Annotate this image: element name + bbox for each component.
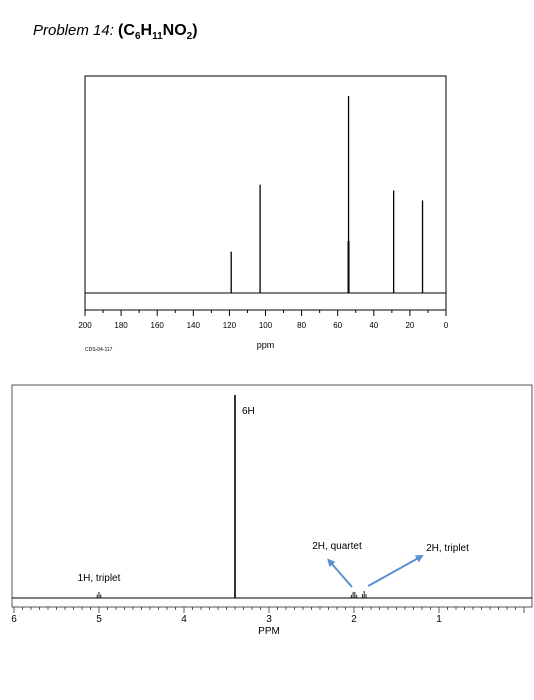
formula-h: H xyxy=(140,22,153,39)
c13-x-tick-label: 100 xyxy=(259,321,273,330)
h1-x-axis-label: PPM xyxy=(258,626,280,637)
h1-x-tick-label: 2 xyxy=(351,614,357,625)
problem-label: Problem 14: xyxy=(33,22,114,39)
h1-annotation-1h-triplet: 1H, triplet xyxy=(78,573,121,584)
h1-x-tick-label: 1 xyxy=(436,614,442,625)
c13-x-tick-label: 200 xyxy=(78,321,92,330)
formula-c: C xyxy=(123,22,135,39)
formula-h-count: 11 xyxy=(152,31,163,43)
h1-annotation-6h: 6H xyxy=(242,406,255,417)
c13-x-tick-label: 40 xyxy=(369,321,378,330)
h1-arrow-triplet xyxy=(367,555,424,587)
c13-x-tick-label: 20 xyxy=(405,321,414,330)
h1-plot-frame xyxy=(11,384,533,608)
formula-no: NO xyxy=(162,22,187,39)
formula-c-count: 6 xyxy=(134,31,141,43)
c13-x-tick-label: 60 xyxy=(333,321,342,330)
c13-x-tick-label: 0 xyxy=(444,321,449,330)
c13-x-tick-label: 180 xyxy=(114,321,128,330)
c13-x-axis-label: ppm xyxy=(257,340,275,350)
h1-x-tick-label: 6 xyxy=(11,614,17,625)
problem-title: Problem 14: (C6H11NO2) xyxy=(33,22,198,42)
c13-x-tick-label: 120 xyxy=(223,321,237,330)
h1-x-tick-label: 3 xyxy=(266,614,272,625)
h1-x-tick-label: 4 xyxy=(181,614,187,625)
c13-x-tick-label: 160 xyxy=(151,321,165,330)
c13-x-tick-label: 80 xyxy=(297,321,306,330)
h1-arrow-quartet xyxy=(327,558,353,588)
h1-annotation-2h-triplet: 2H, triplet xyxy=(426,543,469,554)
h1-annotation-2h-quartet: 2H, quartet xyxy=(312,541,362,552)
c13-spectrum-code: CDS-04-117 xyxy=(85,347,113,353)
c13-x-tick-label: 140 xyxy=(187,321,201,330)
molecular-formula: (C6H11NO2) xyxy=(118,22,198,43)
formula-o-count: 2 xyxy=(186,31,193,43)
h1-x-tick-label: 5 xyxy=(96,614,102,625)
